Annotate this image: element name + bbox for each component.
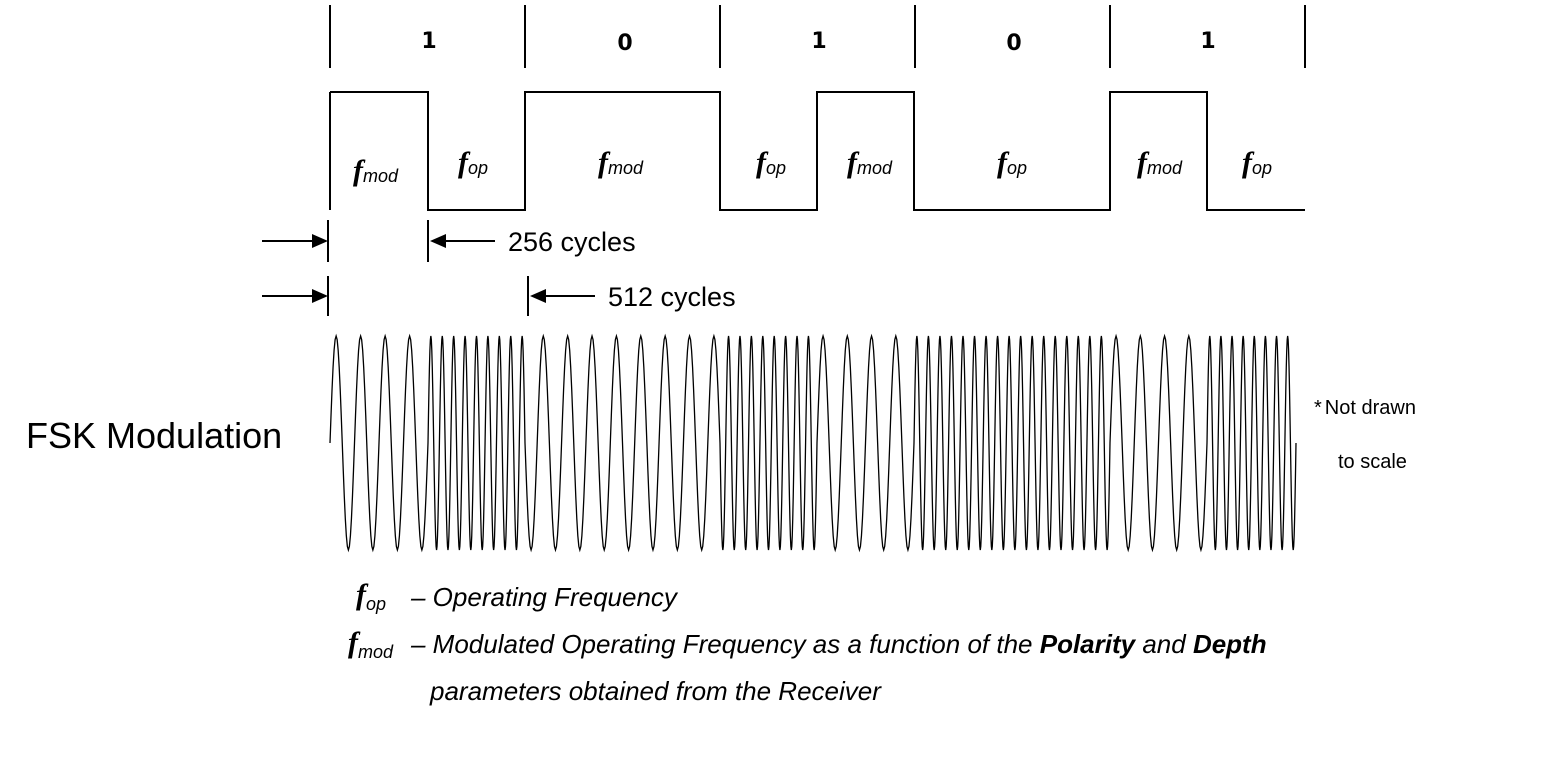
- bit-boundaries: [329, 5, 1306, 68]
- bit-label: 0: [617, 31, 632, 56]
- svg-text:fop: fop: [458, 146, 488, 179]
- svg-text:fmod: fmod: [847, 146, 893, 179]
- segment-label: fmod: [353, 154, 399, 187]
- bit-label: 1: [1200, 29, 1215, 54]
- bit-label: 1: [811, 29, 826, 54]
- bit-label: 0: [1006, 31, 1021, 56]
- svg-text:fop: fop: [1242, 146, 1272, 179]
- svg-text:to scale: to scale: [1338, 451, 1407, 473]
- svg-text:fmod: fmod: [348, 626, 394, 662]
- cycles-label-512: 512 cycles: [608, 282, 736, 312]
- segment-label: fop: [997, 146, 1027, 179]
- segment-label: fmod: [598, 146, 644, 179]
- svg-text:fop: fop: [997, 146, 1027, 179]
- svg-text:fmod: fmod: [598, 146, 644, 179]
- svg-text:*Not drawn: * Not drawn: [1314, 397, 1416, 419]
- segment-label: fop: [756, 146, 786, 179]
- svg-text:fmod: fmod: [353, 154, 399, 187]
- svg-text:– Operating Frequency: – Operating Frequency: [410, 582, 679, 612]
- cycles-label-256: 256 cycles: [508, 227, 636, 257]
- svg-text:– Modulated Operating Frequenc: – Modulated Operating Frequency as a fun…: [410, 629, 1267, 659]
- svg-text:fop: fop: [356, 578, 386, 614]
- svg-text:fmod: fmod: [1137, 146, 1183, 179]
- diagram-title: FSK Modulation: [26, 415, 282, 456]
- segment-label: fop: [458, 146, 488, 179]
- legend-op: fop – Operating Frequency: [356, 578, 679, 614]
- bit-label: 1: [421, 29, 436, 54]
- svg-text:parameters obtained from the R: parameters obtained from the Receiver: [429, 676, 882, 706]
- legend-mod: fmod – Modulated Operating Frequency as …: [348, 626, 1267, 706]
- segment-label: fmod: [1137, 146, 1183, 179]
- timing-marker-256: [262, 220, 495, 262]
- square-wave: [330, 91, 1305, 211]
- svg-text:fop: fop: [756, 146, 786, 179]
- fsk-waveform: [329, 333, 1297, 553]
- scale-note: * Not drawn to scale: [1314, 397, 1416, 473]
- timing-marker-512: [262, 276, 595, 316]
- segment-label: fmod: [847, 146, 893, 179]
- segment-label: fop: [1242, 146, 1272, 179]
